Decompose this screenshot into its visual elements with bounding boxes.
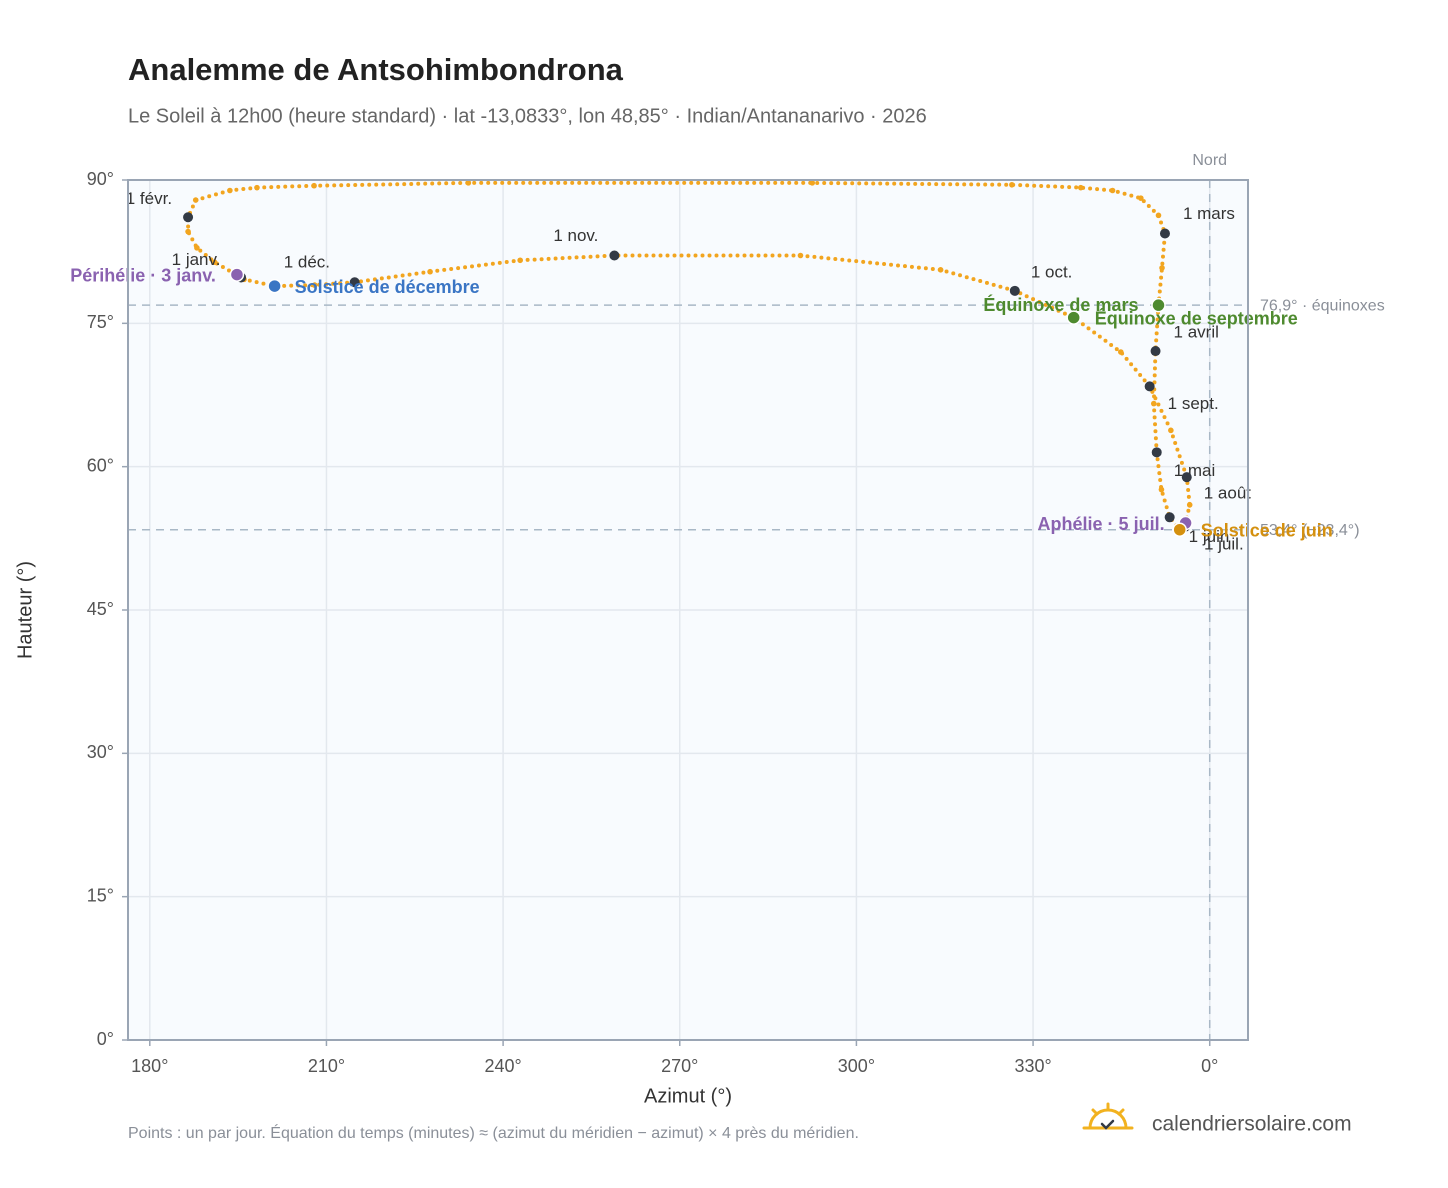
sun-point: [1118, 349, 1124, 355]
month-label: 1 janv.: [172, 250, 221, 269]
event-marker: [229, 267, 245, 282]
y-tick-label: 45°: [87, 599, 114, 619]
y-tick-label: 90°: [87, 169, 114, 189]
month-label: 1 mars: [1183, 204, 1235, 223]
sun-point: [1186, 502, 1193, 508]
y-tick-label: 0°: [97, 1029, 114, 1049]
reference-label: 76,9° · équinoxes: [1260, 297, 1385, 314]
event-label: Solstice de décembre: [295, 277, 480, 297]
sun-point: [1158, 486, 1165, 493]
month-label: 1 oct.: [1031, 262, 1073, 281]
sun-point: [1109, 187, 1116, 194]
x-tick-label: 180°: [131, 1056, 168, 1076]
brand: calendriersolaire.com: [1152, 1113, 1352, 1136]
sun-point: [311, 282, 318, 288]
brand-icon: [1082, 1102, 1134, 1130]
event-label: Équinoxe de mars: [983, 294, 1138, 315]
sun-point: [192, 197, 199, 203]
sun-point: [1155, 212, 1162, 219]
month-marker: [1144, 381, 1155, 392]
sun-point: [311, 182, 317, 189]
sun-point: [211, 259, 218, 265]
event-marker: [267, 278, 282, 294]
y-axis-label: Hauteur (°): [14, 561, 36, 659]
sun-point: [1077, 184, 1084, 191]
month-label: 1 nov.: [553, 226, 598, 245]
event-label: Périhélie · 3 janv.: [70, 265, 216, 285]
month-marker: [1159, 228, 1170, 239]
y-tick-label: 75°: [87, 312, 114, 332]
sun-point: [1159, 265, 1165, 271]
sun-point: [1168, 427, 1174, 434]
month-marker: [609, 250, 620, 261]
x-tick-label: 0°: [1201, 1056, 1218, 1076]
y-tick-label: 30°: [87, 742, 114, 762]
chart-title: Analemme de Antsohimbondrona: [128, 52, 624, 87]
month-marker: [1151, 447, 1162, 458]
y-tick-label: 15°: [87, 885, 114, 905]
month-label: 1 sept.: [1168, 394, 1219, 413]
sun-point: [1150, 400, 1157, 407]
month-marker: [1164, 512, 1175, 523]
footnote: Points : un par jour. Équation du temps …: [128, 1123, 859, 1142]
x-axis-label: Azimut (°): [644, 1085, 732, 1107]
event-marker: [1172, 522, 1187, 537]
event-label: Aphélie · 5 juil.: [1038, 514, 1165, 534]
month-marker: [1150, 346, 1161, 357]
sun-point: [809, 180, 816, 186]
reference-label: Nord: [1192, 152, 1227, 169]
month-label: 1 juin: [1189, 527, 1230, 546]
x-tick-label: 210°: [308, 1056, 345, 1076]
x-tick-label: 330°: [1014, 1056, 1051, 1076]
sun-point: [185, 228, 191, 235]
sun-point: [465, 180, 472, 186]
sun-point: [254, 184, 260, 191]
sun-point: [1009, 181, 1015, 188]
month-label: 1 déc.: [284, 253, 330, 272]
sun-point: [1138, 195, 1144, 201]
reference-label: 53,4° (−23,4°): [1260, 522, 1360, 539]
month-marker: [1181, 472, 1192, 483]
x-tick-label: 270°: [661, 1056, 698, 1076]
sun-point: [427, 268, 433, 275]
month-marker: [1009, 285, 1020, 296]
y-tick-label: 60°: [87, 455, 114, 475]
sun-point: [797, 252, 804, 259]
plot-frame: [127, 179, 1249, 1041]
event-marker: [1066, 310, 1081, 325]
month-marker: [349, 277, 360, 288]
sun-point: [194, 245, 200, 251]
event-marker: [1151, 297, 1166, 313]
month-label: 1 juil.: [1204, 534, 1244, 553]
sun-point: [937, 267, 944, 273]
month-label: 1 avril: [1174, 323, 1219, 342]
event-label: Solstice de juin: [1201, 520, 1333, 540]
month-label: 1 mai: [1174, 461, 1216, 480]
month-label: 1 août: [1204, 484, 1252, 503]
x-tick-label: 300°: [838, 1056, 875, 1076]
event-label: Équinoxe de septembre: [1095, 307, 1298, 328]
month-marker: [183, 212, 194, 223]
x-tick-label: 240°: [484, 1056, 521, 1076]
chart-subtitle: Le Soleil à 12h00 (heure standard) · lat…: [128, 105, 927, 127]
month-label: 1 févr.: [126, 189, 172, 208]
sun-point: [517, 257, 523, 264]
sun-point: [227, 187, 233, 194]
